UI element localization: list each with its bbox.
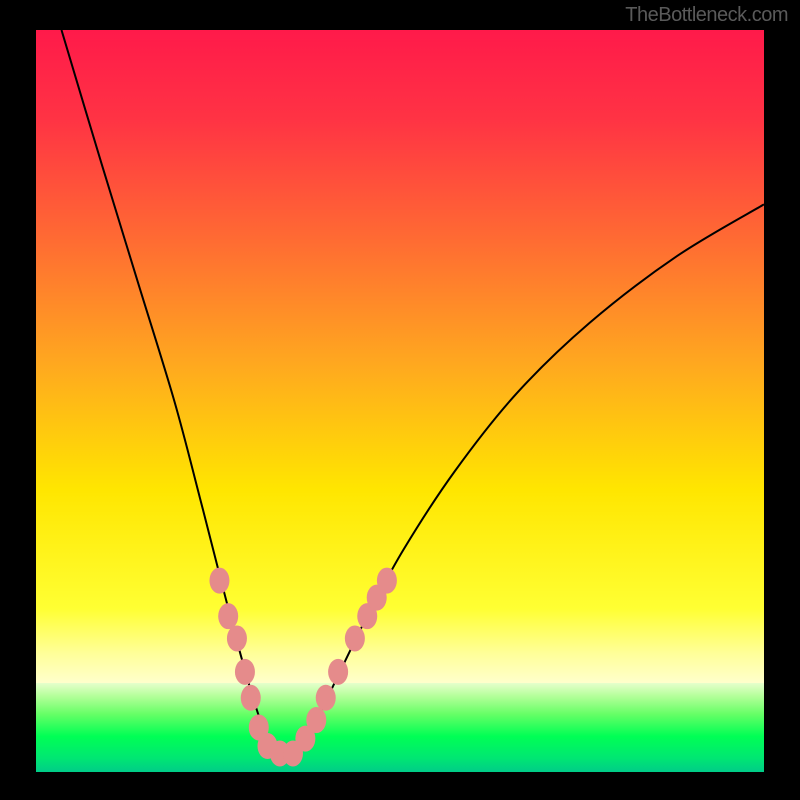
plot-area: [36, 30, 764, 772]
gradient-background: [36, 30, 764, 772]
watermark-text: TheBottleneck.com: [625, 4, 788, 27]
green-band: [36, 683, 764, 772]
